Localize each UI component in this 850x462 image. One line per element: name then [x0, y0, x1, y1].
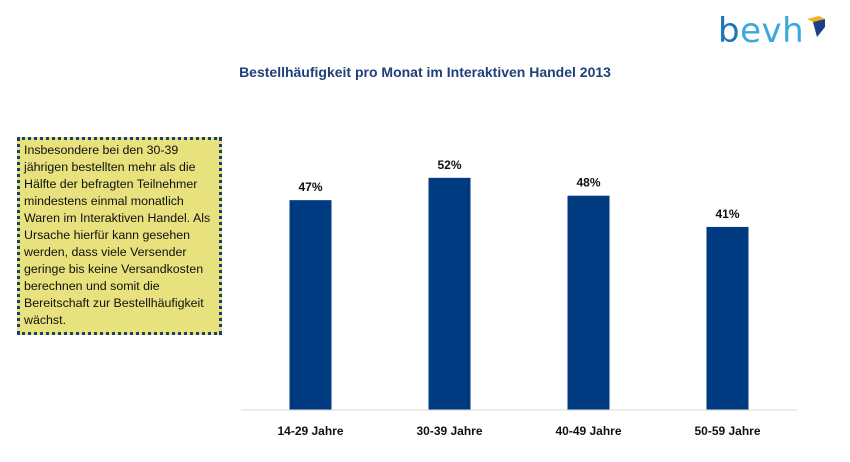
- bars-group: [289, 177, 749, 410]
- value-label: 41%: [715, 207, 739, 221]
- value-label: 47%: [298, 180, 322, 194]
- value-label: 52%: [437, 158, 461, 172]
- category-label: 30-39 Jahre: [416, 424, 482, 438]
- bevh-logo: bevh: [718, 14, 826, 48]
- category-labels-group: 14-29 Jahre 30-39 Jahre 40-49 Jahre 50-59 J…: [277, 424, 760, 438]
- logo-cube-icon: [807, 16, 826, 37]
- bar-40-49-jahre: [567, 195, 610, 410]
- bar-50-59-jahre: [706, 226, 749, 410]
- info-note: Insbesondere bei den 30-39 jährigen best…: [17, 137, 222, 335]
- bar-30-39-jahre: [428, 177, 471, 410]
- chart-title: Bestellhäufigkeit pro Monat im Interakti…: [239, 64, 611, 80]
- category-label: 50-59 Jahre: [694, 424, 760, 438]
- bar-14-29-jahre: [289, 200, 332, 410]
- category-label: 14-29 Jahre: [277, 424, 343, 438]
- logo-text: bevh: [718, 11, 805, 51]
- value-label: 48%: [576, 176, 600, 190]
- category-label: 40-49 Jahre: [555, 424, 621, 438]
- value-labels-group: 47% 52% 48% 41%: [298, 158, 739, 221]
